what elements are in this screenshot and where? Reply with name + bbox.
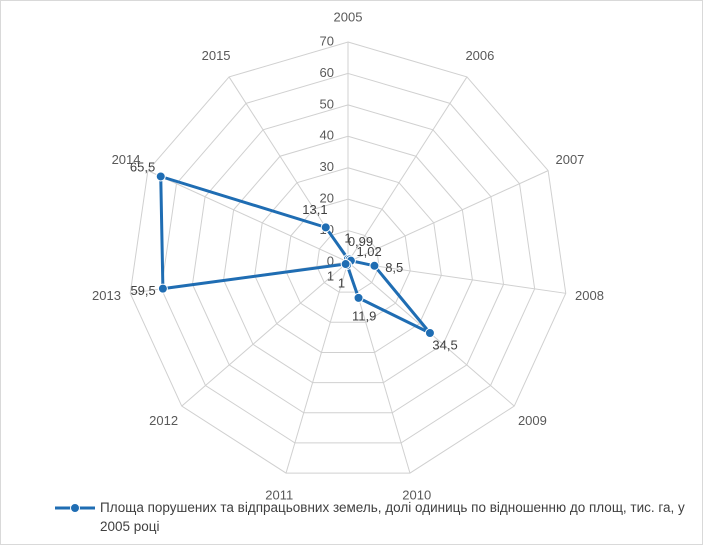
category-label: 2005 xyxy=(334,9,363,24)
data-label: 59,5 xyxy=(130,283,155,298)
data-label: 34,5 xyxy=(432,338,457,353)
marker xyxy=(155,171,166,182)
spoke xyxy=(347,170,549,263)
r-tick-label: 60 xyxy=(320,65,334,80)
r-tick-label: 20 xyxy=(320,191,334,206)
data-label: 0,99 xyxy=(348,234,373,249)
marker xyxy=(157,283,168,294)
r-tick-label: 50 xyxy=(320,96,334,111)
spoke xyxy=(347,261,566,294)
spoke xyxy=(285,261,349,474)
grid-ring xyxy=(160,72,536,444)
data-label: 1 xyxy=(338,276,345,291)
category-label: 2009 xyxy=(518,413,547,428)
data-label: 8,5 xyxy=(385,260,403,275)
legend-label: Площа порушених та відпрацьовних земель,… xyxy=(100,500,685,534)
grid-ring xyxy=(316,230,380,293)
grid-ring xyxy=(285,198,411,323)
data-label: 1,02 xyxy=(356,244,381,259)
data-label: 65,5 xyxy=(130,160,155,175)
r-tick-label: 40 xyxy=(320,128,334,143)
data-label: 13,1 xyxy=(302,202,327,217)
category-label: 2010 xyxy=(402,488,431,503)
category-label: 2013 xyxy=(92,288,121,303)
category-label: 2011 xyxy=(265,488,293,503)
r-tick-label: 70 xyxy=(320,33,334,48)
category-label: 2007 xyxy=(555,152,584,167)
marker xyxy=(424,328,435,339)
marker xyxy=(353,292,364,303)
category-label: 2006 xyxy=(465,48,494,63)
marker xyxy=(340,259,351,270)
spoke xyxy=(181,261,349,407)
spoke xyxy=(147,170,349,263)
r-tick-label: 0 xyxy=(327,253,334,268)
grid-ring xyxy=(254,167,442,353)
grid-ring xyxy=(129,41,567,474)
category-label: 2014 xyxy=(112,152,141,167)
marker xyxy=(320,222,331,233)
r-tick-label: 30 xyxy=(320,159,334,174)
data-label: 11,9 xyxy=(352,309,376,324)
data-label: 1 xyxy=(327,269,334,284)
data-label: 1 xyxy=(344,230,351,245)
spoke xyxy=(347,76,468,263)
grid-ring xyxy=(191,104,505,414)
marker xyxy=(369,260,380,271)
legend-marker xyxy=(70,503,80,513)
category-label: 2008 xyxy=(575,288,604,303)
category-label: 2012 xyxy=(149,413,178,428)
category-label: 2015 xyxy=(202,48,231,63)
